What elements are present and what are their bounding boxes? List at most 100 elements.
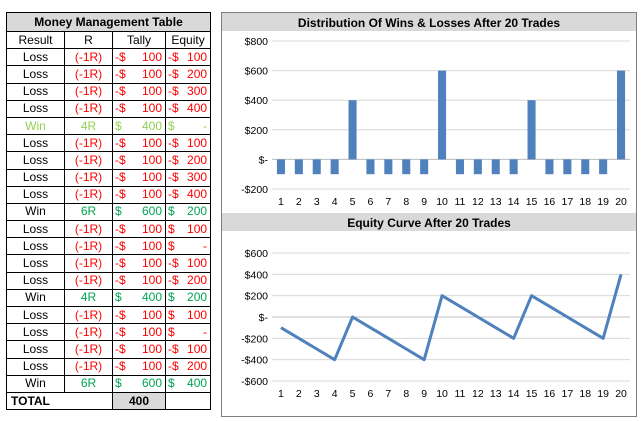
tally-cell: -$ 100 (112, 99, 166, 118)
total-empty-cell (164, 391, 212, 411)
result-cell: Loss (6, 271, 65, 290)
table-row: Loss (-1R) -$ 100 -$ 300 (6, 168, 212, 187)
tally-cell: -$ 100 (112, 82, 166, 101)
table-row: Loss (-1R) -$ 100 $100 (6, 305, 212, 325)
r-multiple-cell: 4R (64, 116, 113, 136)
chart-title-band (222, 213, 636, 231)
table-body: Loss (-1R) -$ 100 -$ 100 Loss (-1R) -$ 100 -$ 200 Lo… (6, 48, 212, 393)
x-tick-label: 12 (472, 388, 484, 400)
tally-amount: 100 (141, 324, 162, 339)
equity-amount: 200 (187, 359, 208, 374)
x-tick-label: 2 (296, 388, 302, 400)
table-row: Win 4R $400 $200 (6, 288, 212, 308)
result-cell: Loss (6, 134, 65, 153)
bar (348, 100, 357, 160)
table-row: Loss (-1R) -$ 100 -$ 200 (6, 65, 212, 84)
equity-cell: -$ 200 (164, 271, 212, 290)
y-tick-label: $400 (245, 269, 269, 281)
y-tick-label: $600 (245, 66, 269, 78)
x-tick-label: 16 (544, 388, 556, 400)
tally-sign: -$ (115, 359, 126, 374)
table-row: Loss (-1R) -$ 100 -$ 200 (6, 151, 212, 170)
table-title: Money Management Table (5, 12, 212, 32)
result-cell: Loss (6, 82, 65, 101)
r-multiple-cell: (-1R) (64, 254, 113, 273)
r-multiple-cell: (-1R) (64, 48, 113, 67)
tally-amount: 100 (141, 256, 162, 271)
x-tick-label: 20 (615, 196, 627, 208)
equity-amount: - (203, 238, 208, 253)
tally-amount: 600 (141, 376, 162, 391)
equity-amount: 200 (187, 152, 208, 167)
tally-cell: -$ 100 (112, 48, 166, 67)
r-multiple-cell: (-1R) (64, 134, 113, 153)
equity-amount: 400 (187, 187, 208, 202)
column-header: R (64, 30, 113, 50)
bar (599, 159, 608, 175)
table-row: Loss (-1R) -$ 100 -$ 400 (6, 99, 212, 118)
tally-amount: 100 (141, 359, 162, 374)
bar (509, 159, 518, 175)
tally-cell: -$ 100 (112, 305, 166, 325)
r-multiple-cell: (-1R) (64, 151, 113, 170)
column-header: Tally (112, 30, 166, 50)
table-header-row: Result R Tally Equity (6, 30, 212, 50)
x-tick-label: 20 (615, 388, 627, 400)
table-row: Loss (-1R) -$ 100 -$ 100 (6, 254, 212, 273)
table-row: Loss (-1R) -$ 100 $ - (6, 323, 212, 342)
table-row: Loss (-1R) -$ 100 $ - (6, 237, 212, 256)
equity-amount: 100 (187, 341, 208, 356)
equity-sign: -$ (168, 359, 179, 374)
tally-cell: $400 (112, 288, 166, 308)
chart-title: Distribution Of Wins & Losses After 20 T… (298, 16, 560, 30)
series-line (280, 273, 623, 362)
bar (563, 159, 572, 175)
tally-amount: 400 (141, 118, 162, 133)
x-tick-label: 11 (454, 388, 465, 400)
equity-cell: -$ 100 (164, 254, 212, 273)
total-label: TOTAL (6, 391, 113, 411)
tally-cell: $600 (112, 374, 166, 393)
bar (330, 159, 339, 175)
y-tick-label: $- (259, 312, 269, 324)
equity-sign: -$ (168, 66, 179, 81)
equity-sign: $ (168, 290, 175, 305)
y-tick-label: $200 (245, 291, 269, 303)
equity-amount: 100 (187, 256, 208, 271)
equity-amount: 100 (187, 135, 208, 150)
x-tick-label: 15 (526, 196, 538, 208)
tally-cell: -$ 100 (112, 134, 166, 153)
tally-sign: -$ (115, 307, 126, 322)
bar (312, 159, 321, 175)
equity-cell: $ - (164, 237, 212, 256)
table-row: Loss (-1R) -$ 100 -$ 200 (6, 271, 212, 290)
tally-sign: -$ (115, 273, 126, 288)
tally-sign: -$ (115, 49, 126, 64)
table-row: Win 6R $600 $200 (6, 202, 212, 222)
x-tick-label: 2 (296, 196, 302, 208)
tally-cell: $400 (112, 116, 166, 136)
tally-cell: -$ 100 (112, 185, 166, 204)
x-tick-label: 17 (562, 196, 574, 208)
equity-sign: $ (168, 376, 175, 391)
bar (276, 159, 285, 175)
tally-amount: 100 (141, 273, 162, 288)
x-tick-label: 19 (597, 196, 609, 208)
equity-cell: $ - (164, 323, 212, 342)
r-multiple-cell: 6R (64, 374, 113, 393)
x-tick-label: 1 (278, 388, 284, 400)
equity-cell: $ - (164, 116, 212, 136)
x-tick-label: 13 (490, 388, 502, 400)
result-cell: Win (6, 374, 65, 393)
equity-cell: $200 (164, 202, 212, 222)
r-multiple-cell: (-1R) (64, 271, 113, 290)
tally-sign: $ (115, 118, 122, 133)
tally-amount: 100 (141, 307, 162, 322)
equity-cell: -$ 100 (164, 48, 212, 67)
x-tick-label: 5 (350, 196, 356, 208)
tally-cell: -$ 100 (112, 323, 166, 342)
y-tick-label: $800 (245, 36, 269, 48)
tally-cell: -$ 100 (112, 271, 166, 290)
tally-amount: 100 (141, 84, 162, 99)
x-tick-label: 8 (403, 388, 409, 400)
